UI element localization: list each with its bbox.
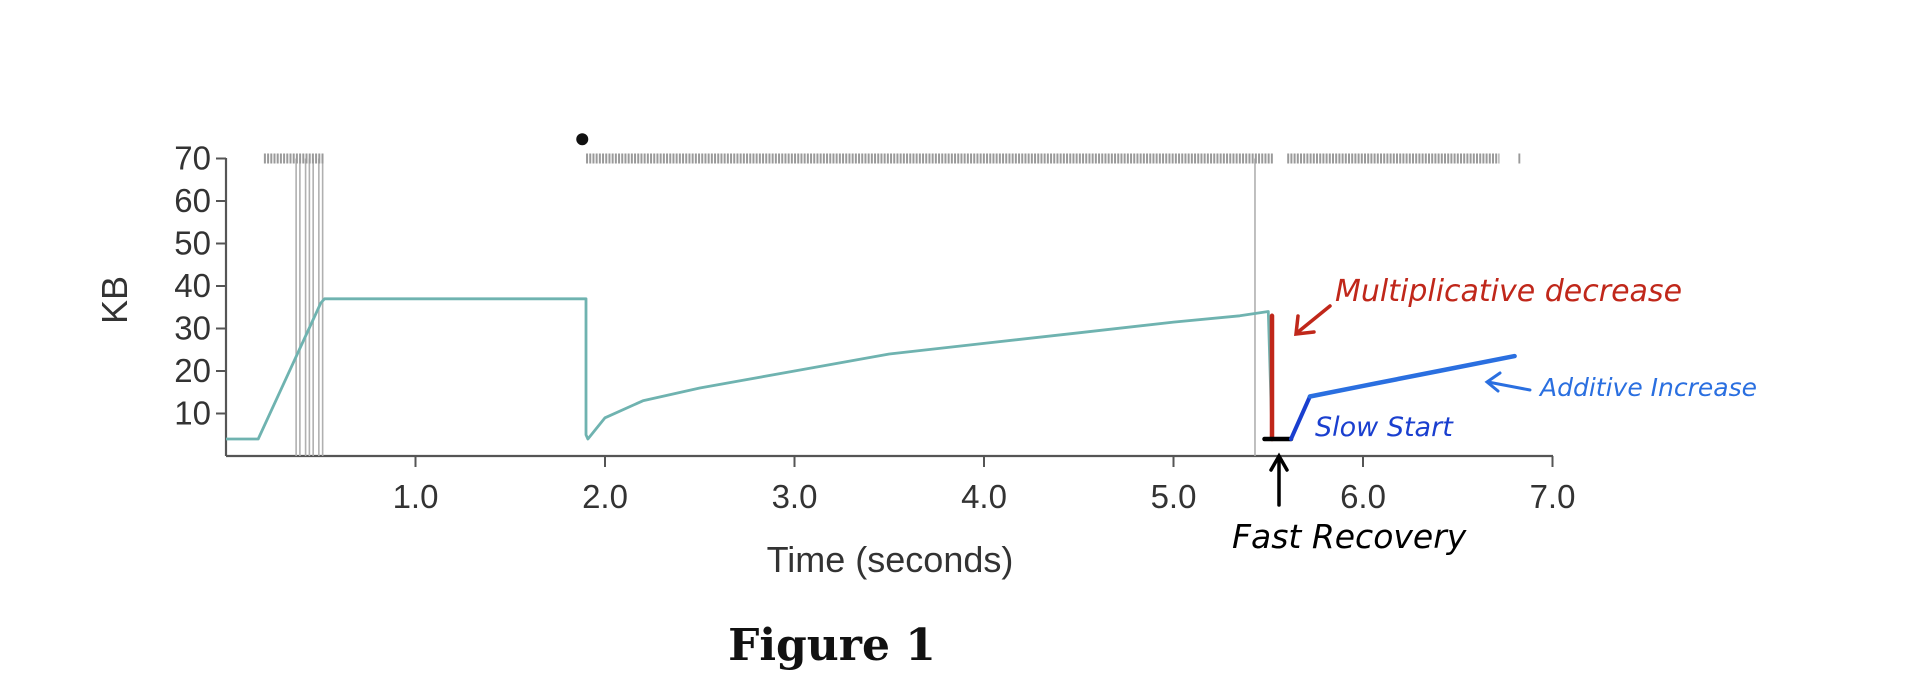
y-tick-label: 60 (174, 182, 211, 219)
y-tick-label: 70 (174, 140, 211, 177)
figure-caption: Figure 1 (728, 620, 936, 671)
annotation-multiplicative-decrease: Multiplicative decrease (1335, 274, 1682, 309)
y-tick-label: 40 (174, 267, 211, 304)
annotation-additive-increase: Additive Increase (1538, 373, 1757, 402)
annotation-fast-recovery: Fast Recovery (1232, 517, 1467, 556)
x-tick-label: 6.0 (1340, 478, 1386, 515)
y-tick-label: 10 (174, 395, 211, 432)
x-tick-label: 1.0 (393, 478, 439, 515)
arrow-multiplicative (1294, 304, 1332, 336)
x-tick-label: 3.0 (772, 478, 818, 515)
additive-increase-stroke (1307, 353, 1517, 399)
x-tick-label: 2.0 (582, 478, 628, 515)
arrow-additive (1484, 371, 1532, 393)
arrow-fast-recovery (1269, 452, 1289, 507)
event-dot-layer (576, 133, 589, 146)
y-tick-label: 50 (174, 225, 211, 262)
y-axis-label: KB (94, 276, 135, 324)
annotation-slow-start: Slow Start (1315, 412, 1454, 443)
y-tick-label: 20 (174, 352, 211, 389)
x-axis-label: Time (seconds) (767, 539, 1014, 580)
timeout-markers (295, 158, 1256, 456)
y-tick-label: 30 (174, 310, 211, 347)
x-tick-label: 4.0 (961, 478, 1007, 515)
slow-start-stroke (1289, 394, 1312, 441)
event-dot (576, 133, 589, 146)
x-tick-label: 7.0 (1530, 478, 1576, 515)
y-ticks: 10 20 30 40 50 60 70 (174, 140, 226, 432)
x-tick-label: 5.0 (1151, 478, 1197, 515)
cwnd-line (226, 297, 1274, 441)
annotation-layer (1262, 313, 1517, 442)
x-ticks: 1.0 2.0 3.0 4.0 5.0 6.0 7.0 (393, 456, 1576, 515)
series-layer (226, 297, 1274, 441)
